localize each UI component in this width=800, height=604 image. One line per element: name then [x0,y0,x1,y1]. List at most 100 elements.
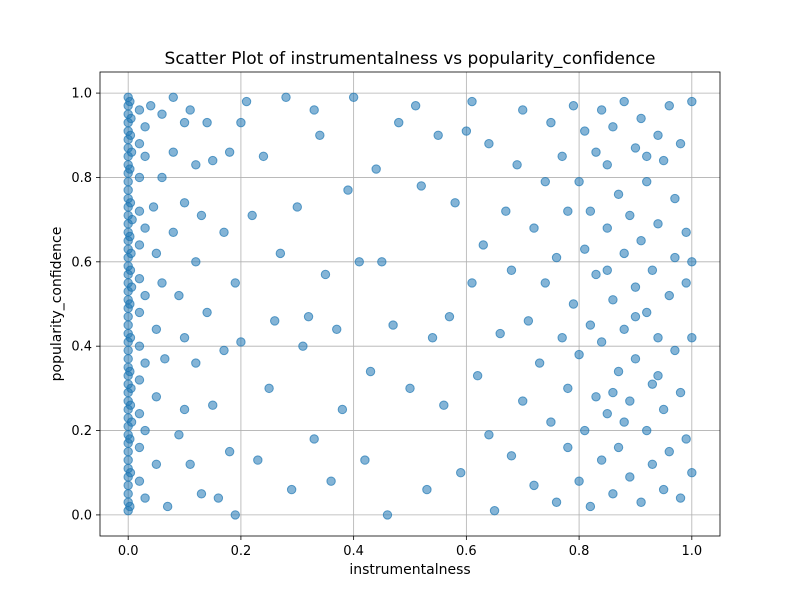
y-axis-label: popularity_confidence [49,227,65,382]
data-point [653,371,663,381]
data-point [286,484,297,495]
data-point [348,92,359,103]
data-points [123,92,697,520]
data-point [591,147,601,157]
data-point [134,273,145,284]
data-point [213,493,224,503]
data-point [360,455,370,465]
x-axis: 0.0 0.2 0.4 0.6 0.8 1.0 [118,536,702,559]
data-point [608,295,618,305]
data-point [140,358,150,368]
data-point [196,489,207,499]
data-point [658,404,669,415]
data-point [126,417,137,427]
data-point [518,396,528,406]
data-point [563,442,573,453]
data-point [264,383,274,394]
data-point [422,484,432,495]
data-point [394,117,404,128]
data-point [191,358,201,368]
data-point [236,337,246,347]
data-point [642,176,652,187]
data-point [523,316,534,326]
data-point [219,345,229,356]
data-point [303,311,314,322]
data-point [619,324,629,335]
data-point [608,387,618,398]
data-point [162,501,173,512]
data-point [185,459,195,469]
data-point [670,193,680,204]
data-point [664,446,674,457]
data-point [608,122,618,132]
data-point [126,147,137,157]
data-point [174,290,184,301]
data-point [540,176,550,187]
data-point [123,185,133,195]
data-point [602,223,612,233]
data-point [202,307,212,318]
data-point [568,299,579,309]
data-point [427,333,438,343]
data-point [191,257,201,267]
data-point [591,269,601,280]
data-point [484,139,494,149]
data-point [653,130,663,140]
x-tick-label: 0.8 [569,544,590,559]
data-point [568,101,579,111]
data-point [354,257,364,267]
data-point [630,143,641,153]
data-point [125,400,136,410]
data-point [332,324,342,335]
data-point [140,151,150,162]
data-point [670,252,680,263]
x-tick-label: 1.0 [681,544,702,559]
data-point [585,501,596,512]
data-point [512,160,522,170]
data-point [574,349,584,360]
data-point [613,189,624,200]
data-point [208,400,218,410]
data-point [456,468,466,478]
data-point [208,155,218,166]
data-point [253,455,263,465]
data-point [681,434,691,444]
data-point [675,139,686,149]
data-point [658,155,669,166]
data-point [602,160,612,170]
data-point [125,434,135,444]
plot-frame [99,71,721,537]
data-point [501,206,511,216]
data-point [168,227,178,237]
data-point [224,446,235,457]
data-point [681,227,691,237]
data-point [179,333,190,343]
data-point [126,282,137,292]
data-point [540,278,550,288]
data-point [309,105,319,115]
data-point [681,278,691,288]
x-tick-label: 0.4 [343,544,364,559]
data-point [247,210,257,221]
data-point [168,92,178,103]
data-point [647,265,658,275]
data-point [365,366,376,377]
data-point [467,96,477,107]
data-point [439,400,449,410]
data-point [157,172,167,183]
data-point [602,265,612,275]
data-point [125,501,135,512]
data-point [134,206,145,216]
data-point [653,219,663,229]
data-point [134,476,145,486]
data-point [687,96,697,107]
data-point [574,176,584,187]
data-point [219,227,229,237]
data-point [127,214,137,225]
data-point [596,455,607,465]
data-point [157,109,167,119]
data-point [405,383,415,394]
data-point [281,92,291,103]
data-point [134,442,145,453]
